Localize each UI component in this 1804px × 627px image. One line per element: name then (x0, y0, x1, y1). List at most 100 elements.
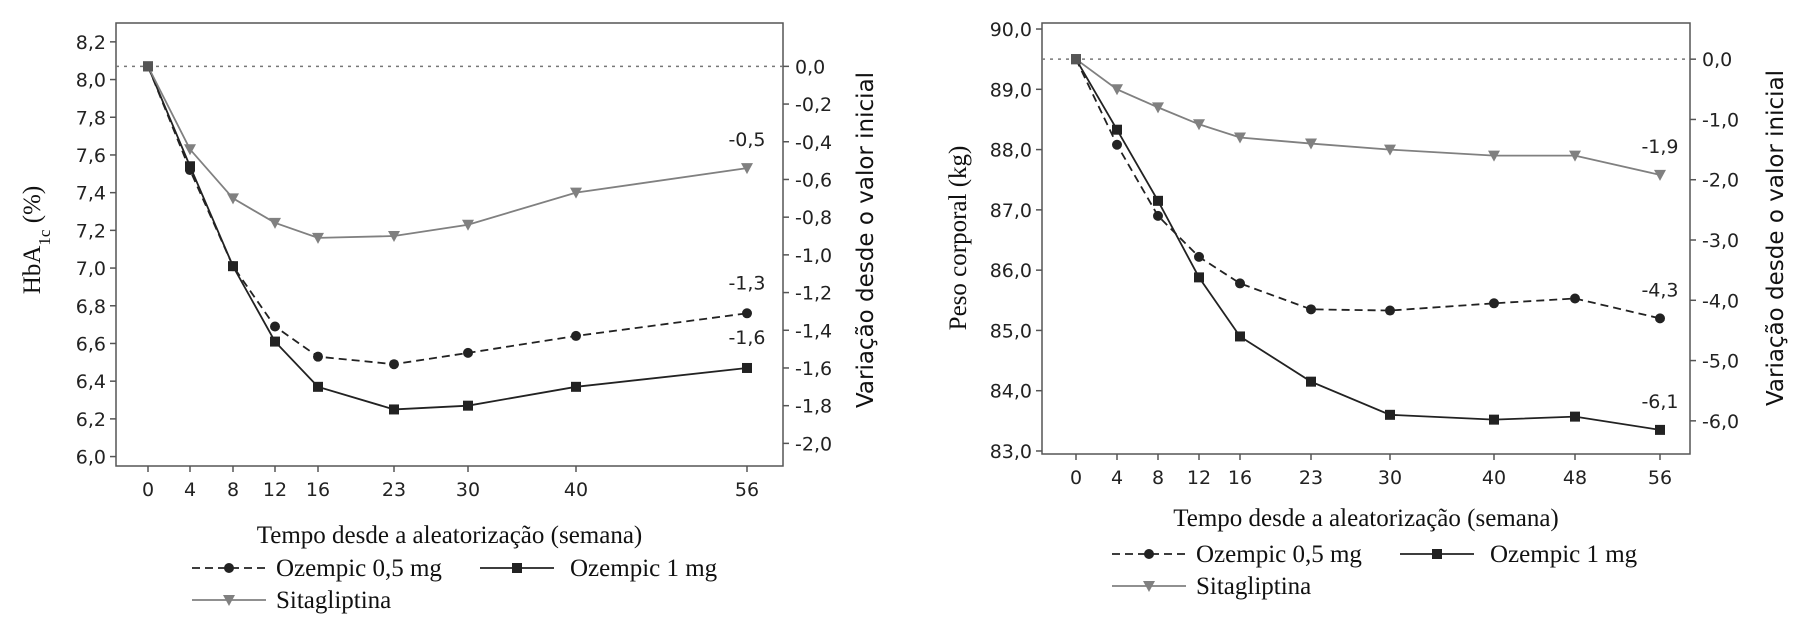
legend-label: Sitagliptina (1196, 573, 1311, 600)
y-right-tick-label: 0,0 (795, 56, 825, 78)
data-point (389, 359, 399, 370)
y-axis-title-sub: 1c (35, 229, 54, 246)
data-point (1570, 293, 1580, 304)
x-tick-label: 56 (735, 479, 759, 501)
y-axis-title-main: Peso corporal (kg) (945, 146, 972, 331)
y-axis-title: Peso corporal (kg) (945, 146, 972, 331)
series-line (1075, 58, 1661, 176)
x-tick-label: 40 (1482, 467, 1506, 489)
y-tick-label: 88,0 (990, 140, 1032, 162)
data-point (1152, 102, 1164, 114)
data-point (463, 400, 473, 411)
x-tick-label: 40 (564, 479, 588, 501)
y-tick-label: 6,4 (76, 371, 106, 393)
data-point (570, 187, 582, 199)
series-ozempic-1-mg: -6,1 (1071, 54, 1679, 435)
legend-label: Ozempic 1 mg (1490, 541, 1638, 568)
data-point (1655, 424, 1665, 435)
data-point (1235, 278, 1245, 289)
y-right-tick-label: -5,0 (1702, 351, 1739, 373)
data-point (270, 321, 280, 332)
data-point (741, 163, 753, 175)
data-point (270, 336, 280, 347)
data-point (1153, 195, 1163, 206)
y-tick-label: 90,0 (990, 19, 1032, 41)
y-tick-label: 84,0 (990, 381, 1032, 403)
y-tick-label: 83,0 (990, 441, 1032, 463)
x-tick-label: 0 (142, 479, 154, 501)
y-tick-label: 7,4 (76, 183, 106, 205)
data-point (1384, 144, 1396, 156)
data-point (1385, 409, 1395, 420)
data-point (571, 330, 581, 341)
end-value-label: -1,6 (728, 327, 765, 349)
y-right-tick-label: -0,6 (795, 169, 832, 191)
legend: Ozempic 0,5 mg Ozempic 1 mg Sitagliptina (1112, 541, 1638, 600)
x-tick-label: 30 (456, 479, 480, 501)
data-point (1071, 54, 1081, 65)
series-ozempic-0-5-mg: -1,3 (143, 61, 766, 370)
legend-swatch-marker (224, 563, 234, 573)
data-point (1489, 414, 1499, 425)
data-point (1194, 251, 1204, 262)
y-right-tick-label: -2,0 (1702, 170, 1739, 192)
x-tick-label: 12 (1187, 467, 1211, 489)
data-point (1489, 298, 1499, 309)
y-tick-label: 6,6 (76, 333, 106, 355)
series-line (1075, 58, 1661, 431)
data-point (571, 381, 581, 392)
y-axis-title: HbA1c (%) (19, 186, 54, 294)
y-right-tick-label: -2,0 (795, 433, 832, 455)
legend-label: Ozempic 0,5 mg (276, 555, 442, 582)
end-value-label: -6,1 (1641, 391, 1678, 413)
y-right-tick-label: -3,0 (1702, 230, 1739, 252)
y-tick-label: 8,0 (76, 70, 106, 92)
data-point (1306, 376, 1316, 387)
data-point (228, 261, 238, 272)
x-tick-label: 23 (382, 479, 406, 501)
series-sitagliptina: -1,9 (1071, 54, 1679, 181)
y-axis-title-rest: (%) (19, 186, 46, 230)
y-right-tick-label: -4,0 (1702, 290, 1739, 312)
data-point (1654, 169, 1666, 181)
data-point (227, 193, 239, 205)
y-right-tick-label: -1,0 (1702, 109, 1739, 131)
y-right-tick-label: -0,2 (795, 94, 832, 116)
data-point (388, 231, 400, 243)
series-ozempic-1-mg: -1,6 (143, 61, 766, 415)
legend-label: Ozempic 1 mg (570, 555, 718, 582)
data-point (1111, 84, 1123, 96)
y-right-tick-label: -0,8 (795, 207, 832, 229)
x-tick-label: 16 (306, 479, 330, 501)
y-tick-label: 85,0 (990, 320, 1032, 342)
legend-swatch-marker (512, 563, 522, 573)
y-tick-label: 86,0 (990, 260, 1032, 282)
x-tick-label: 0 (1070, 467, 1082, 489)
y-right-tick-label: -6,0 (1702, 411, 1739, 433)
end-value-label: -4,3 (1641, 279, 1678, 301)
end-value-label: -1,9 (1641, 136, 1678, 158)
legend-swatch-marker (1143, 581, 1155, 592)
data-point (184, 144, 196, 156)
x-tick-label: 30 (1378, 467, 1402, 489)
x-tick-label: 56 (1648, 467, 1672, 489)
data-point (313, 351, 323, 362)
y-tick-label: 8,2 (76, 32, 106, 54)
y-right-tick-label: -0,4 (795, 132, 832, 154)
y-right-axis-title: Variação desde o valor inicial (1763, 70, 1789, 406)
chart-panel-1: 6,0 6,2 6,4 6,6 6,8 7,0 7,2 7,4 7,6 7,8 8,0 8,2 0,0 -… (19, 22, 879, 614)
series-line (147, 66, 748, 411)
legend-swatch-marker (1144, 549, 1154, 559)
end-value-label: -1,3 (728, 272, 765, 294)
y-tick-label: 6,8 (76, 296, 106, 318)
x-tick-label: 8 (227, 479, 239, 501)
data-point (1112, 124, 1122, 135)
y-tick-label: 87,0 (990, 200, 1032, 222)
data-point (143, 61, 153, 72)
data-point (1153, 210, 1163, 221)
legend-swatch-marker (1432, 549, 1442, 559)
x-tick-label: 4 (1111, 467, 1123, 489)
series-line (147, 65, 748, 239)
y-right-tick-label: 0,0 (1702, 49, 1732, 71)
